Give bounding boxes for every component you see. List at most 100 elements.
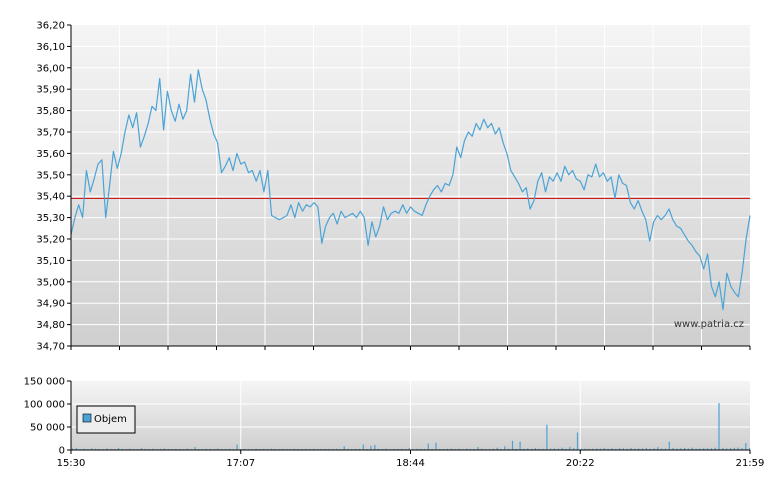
volume-bar [244, 448, 246, 450]
volume-bar [121, 448, 123, 450]
volume-bar [91, 448, 93, 450]
price-y-tick-label: 34,70 [36, 342, 65, 353]
volume-bar [408, 448, 410, 450]
volume-bar [741, 448, 743, 450]
volume-bar [374, 444, 376, 450]
price-y-tick-label: 35,60 [36, 149, 65, 160]
volume-bar [504, 446, 506, 450]
volume-bar [542, 448, 544, 450]
volume-bar [144, 448, 146, 450]
volume-x-tick-label: 20:22 [566, 458, 595, 469]
volume-bar [75, 448, 77, 450]
price-y-tick-label: 34,80 [36, 320, 65, 331]
volume-bar [492, 448, 494, 450]
price-y-tick-label: 36,10 [36, 42, 65, 53]
volume-bar [596, 448, 598, 450]
volume-bar [519, 441, 521, 450]
volume-bar [523, 448, 525, 450]
price-series-line [70, 69, 751, 311]
volume-bar [205, 448, 208, 450]
price-y-tick-label: 35,90 [36, 85, 65, 96]
volume-bar [469, 448, 471, 450]
volume-x-tick-label: 18:44 [396, 458, 425, 469]
volume-bar [699, 448, 701, 450]
volume-bar [573, 448, 575, 450]
volume-bar [745, 443, 747, 450]
volume-bar [584, 448, 586, 450]
volume-bar [649, 448, 651, 450]
volume-bar [714, 447, 716, 450]
volume-bar [653, 448, 655, 450]
volume-bar [324, 448, 326, 450]
volume-bar [661, 448, 663, 450]
volume-bar [282, 448, 284, 450]
volume-bar [217, 448, 219, 450]
volume-bar [515, 448, 517, 450]
volume-bar [691, 447, 693, 450]
volume-bar [293, 448, 295, 450]
price-panel: 34,70 34,80 34,90 35,00 35,10 35,20 35,30 35,40… [36, 21, 751, 353]
volume-bar [676, 448, 678, 450]
volume-bar [706, 448, 709, 450]
volume-legend-box [76, 405, 136, 434]
volume-bar [588, 448, 590, 450]
volume-bar [117, 448, 120, 450]
volume-bar [664, 448, 667, 450]
volume-bar [733, 447, 735, 450]
volume-bar [397, 448, 399, 450]
price-y-tick-label: 35,40 [36, 192, 65, 203]
volume-bar [726, 448, 728, 450]
volume-bar [83, 448, 85, 450]
price-y-tick-label: 35,50 [36, 170, 65, 181]
volume-bar [749, 448, 751, 450]
volume-x-tick-label: 21:59 [736, 458, 765, 469]
volume-bar [565, 448, 567, 450]
volume-bar [553, 448, 556, 450]
volume-bar [668, 441, 670, 450]
volume-bar [378, 448, 380, 450]
volume-bar [527, 448, 529, 450]
volume-bar [236, 444, 238, 450]
volume-bar [531, 448, 533, 450]
volume-bar [592, 448, 594, 450]
volume-bar [343, 446, 345, 450]
volume-bar [638, 448, 640, 450]
price-y-tick-label: 35,80 [36, 106, 65, 117]
volume-bar [477, 447, 479, 450]
volume-bar [607, 448, 609, 450]
volume-bar [362, 444, 364, 450]
volume-bar [94, 448, 97, 450]
volume-bar [580, 448, 582, 450]
volume-x-tick-label: 17:07 [226, 458, 255, 469]
volume-bar [710, 448, 712, 450]
volume-bar [687, 448, 689, 450]
volume-bar [347, 448, 349, 450]
volume-y-tick-label: 150 000 [24, 377, 65, 388]
volume-bar [561, 447, 563, 450]
volume-bar [72, 448, 74, 450]
volume-bar [538, 448, 540, 450]
volume-bar [511, 440, 514, 450]
volume-bar [431, 448, 433, 450]
watermark: www.patria.cz [674, 319, 744, 330]
volume-bar [370, 445, 372, 450]
volume-bar [645, 448, 647, 450]
volume-legend-swatch [82, 413, 92, 423]
volume-bar [718, 403, 720, 450]
volume-bar [634, 448, 636, 450]
volume-bar [630, 447, 632, 450]
volume-bar [703, 448, 705, 450]
price-y-tick-label: 36,00 [36, 63, 65, 74]
volume-bar [335, 448, 338, 450]
volume-bar [657, 447, 659, 450]
volume-legend: Objem [76, 405, 136, 434]
volume-bar [270, 448, 273, 450]
volume-bar [488, 448, 491, 450]
volume-legend-label: Objem [94, 414, 127, 425]
volume-bar [508, 448, 510, 450]
volume-bar [140, 448, 142, 450]
volume-bar [313, 448, 315, 450]
price-y-tick-label: 34,90 [36, 299, 65, 310]
